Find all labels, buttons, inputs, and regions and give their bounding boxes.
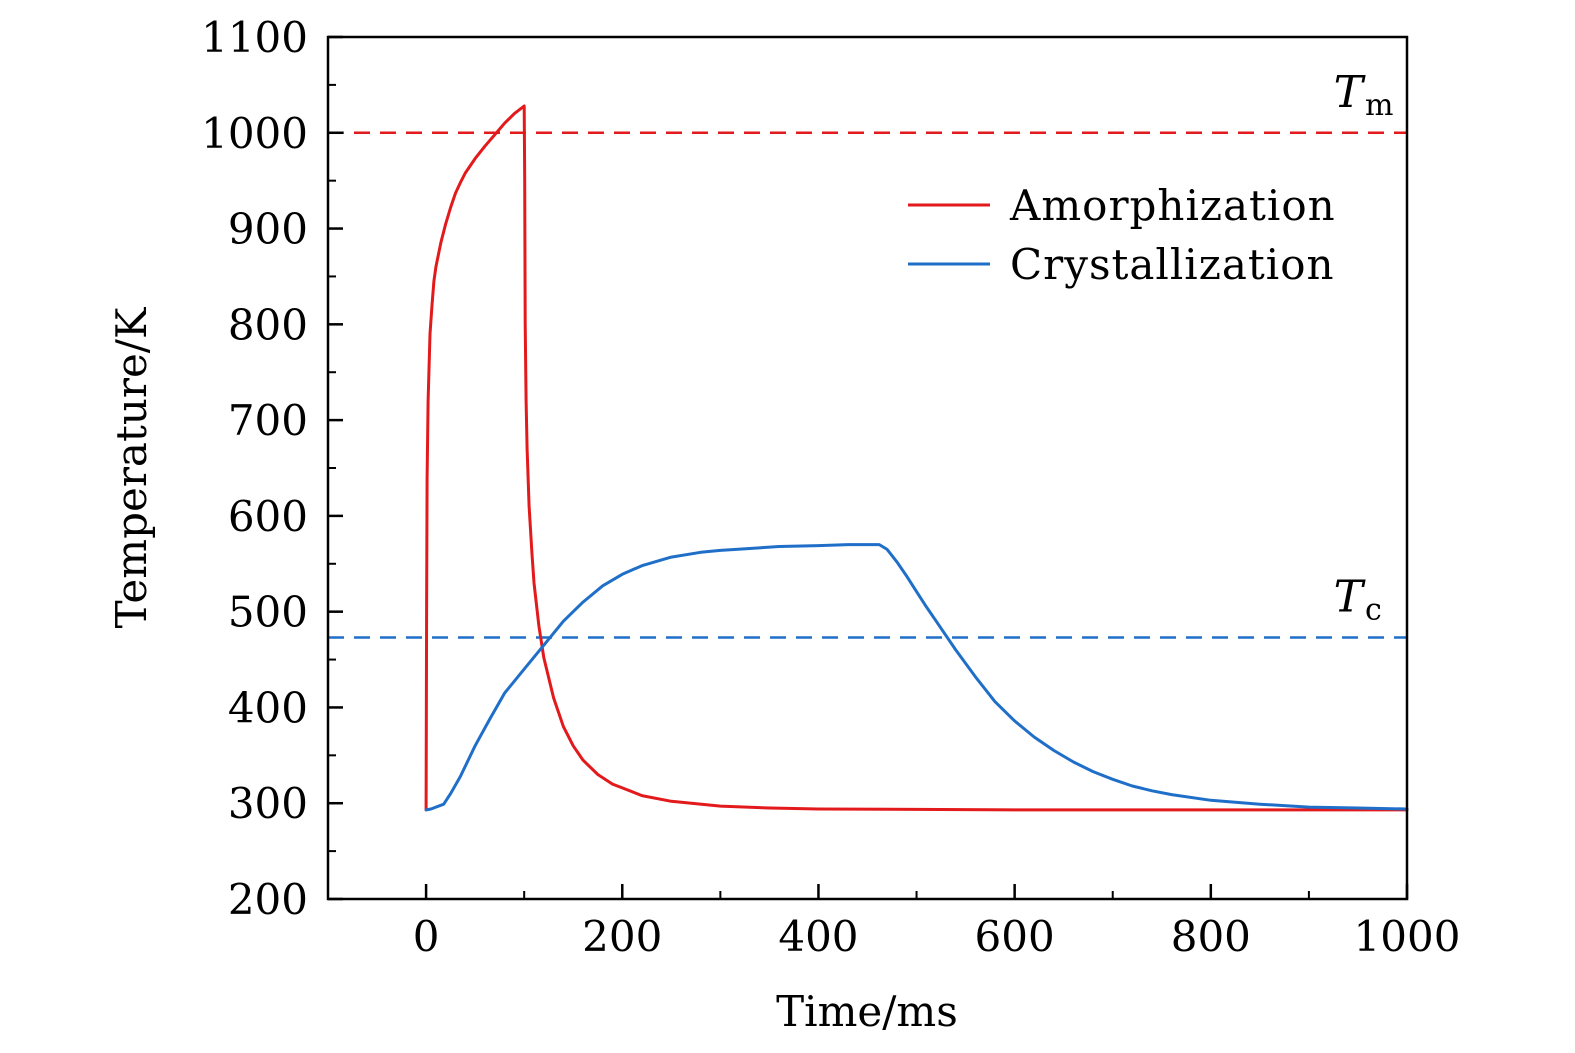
y-tick-label-700: 700 — [228, 396, 308, 445]
series-line-crystallization — [424, 543, 1409, 812]
y-tick-label-300: 300 — [228, 779, 308, 828]
series-line-amorphization — [424, 104, 1409, 812]
legend-label-amorphization: Amorphization — [1009, 181, 1336, 230]
x-tick-label-0: 0 — [413, 912, 440, 961]
reference-label-tc: T — [1334, 572, 1367, 623]
plot-frame — [326, 35, 1409, 901]
x-tick-label-200: 200 — [582, 912, 662, 961]
y-tick-label-1000: 1000 — [201, 109, 308, 158]
reference-label-sub-m: m — [1365, 88, 1393, 123]
y-tick-label-400: 400 — [228, 683, 308, 732]
series-lines — [424, 104, 1409, 812]
reference-label-tm: T — [1334, 67, 1367, 118]
y-tick-label-1100: 1100 — [201, 13, 308, 62]
x-axis-ticks: 0 200 400 600 800 1000 — [413, 884, 1461, 961]
y-axis-title: Temperature/K — [107, 306, 156, 628]
x-axis-title: Time/ms — [776, 987, 958, 1036]
y-tick-label-600: 600 — [228, 492, 308, 541]
reference-label-sub-c: c — [1365, 593, 1382, 628]
y-tick-label-900: 900 — [228, 205, 308, 254]
x-tick-label-800: 800 — [1171, 912, 1251, 961]
y-tick-label-200: 200 — [228, 875, 308, 924]
x-tick-label-1000: 1000 — [1354, 912, 1461, 961]
x-tick-label-600: 600 — [975, 912, 1055, 961]
reference-lines — [328, 131, 1407, 639]
y-tick-label-500: 500 — [228, 588, 308, 637]
legend: Amorphization Crystallization — [908, 181, 1336, 289]
y-tick-label-800: 800 — [228, 300, 308, 349]
legend-label-crystallization: Crystallization — [1010, 240, 1335, 289]
y-axis-ticks: 200 300 400 500 600 700 800 900 1000 1100 — [201, 13, 343, 924]
x-tick-label-400: 400 — [778, 912, 858, 961]
